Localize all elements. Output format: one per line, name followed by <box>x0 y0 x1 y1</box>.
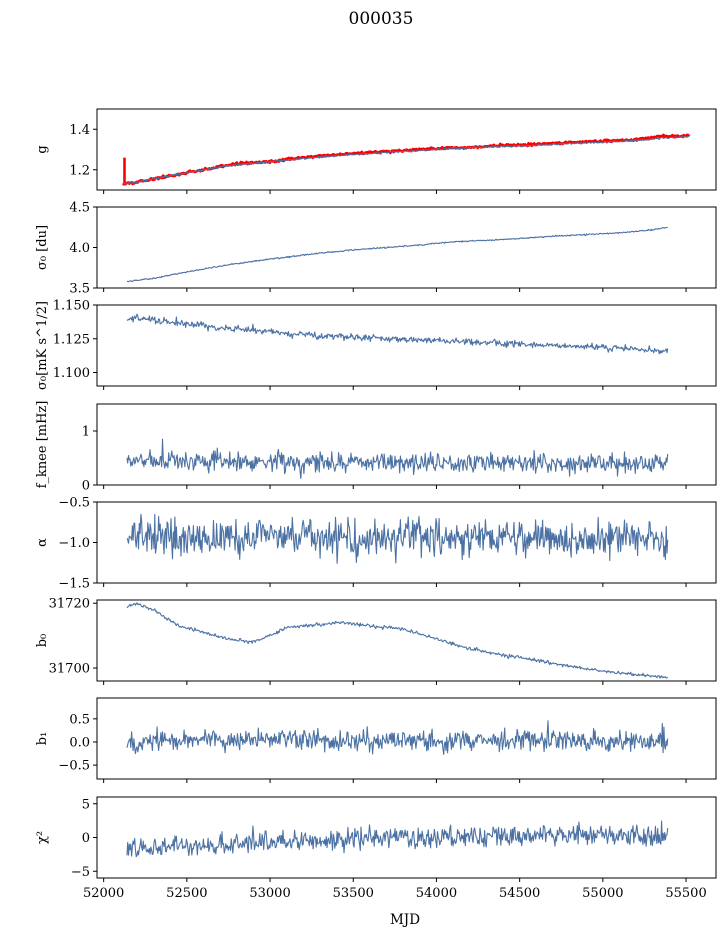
y-tick-label: 1 <box>82 425 90 440</box>
axes-frame-fknee <box>96 403 717 486</box>
y-tick-label: 1.125 <box>53 332 90 347</box>
y-tick-label: 0 <box>82 831 90 846</box>
axes-frame-sigma0_mks <box>96 304 717 387</box>
y-tick-label: 1.150 <box>53 299 90 314</box>
y-tick-label: 1.4 <box>69 123 90 138</box>
figure-title: 000035 <box>349 9 414 29</box>
x-tick-label: 55000 <box>582 886 623 901</box>
axes-frame-sigma0_du <box>96 206 717 289</box>
axes-frame-g <box>96 108 717 191</box>
y-tick-label: 1.2 <box>69 163 90 178</box>
y-tick-label: 3.5 <box>69 282 90 297</box>
y-axis-label-chi2: χ² <box>35 831 50 844</box>
y-tick-label: −5 <box>71 865 90 880</box>
series-line-alpha-data <box>126 513 669 564</box>
y-tick-label: 4.5 <box>69 201 90 216</box>
y-tick-label: 0 <box>82 479 90 494</box>
y-tick-label: −1.0 <box>58 536 90 551</box>
panel-fknee: 0 1 f_knee [mHz] <box>35 401 717 494</box>
x-tick-label: 54500 <box>499 886 540 901</box>
x-tick-label: 53500 <box>333 886 374 901</box>
y-axis-label-sigma0_du: σ₀ [du] <box>35 225 50 270</box>
panel-sigma0_du: 3.5 4.0 4.5 σ₀ [du] <box>35 201 717 297</box>
y-axis-label-g: g <box>35 145 50 153</box>
y-axis-label-b1: b₁ <box>35 732 50 746</box>
y-axis-label-sigma0_mks: σ₀[mK s^1/2] <box>35 301 50 390</box>
y-tick-label: −0.5 <box>58 496 90 511</box>
panel-chi2: −5 0 5 52000 52500 53000 53500 54000 54500 55000 5… <box>35 796 717 901</box>
y-tick-label: 5 <box>82 797 90 812</box>
x-tick-label: 52000 <box>83 886 124 901</box>
y-tick-label: 0.5 <box>69 712 90 727</box>
series-line-b0-data <box>126 602 669 679</box>
y-axis-label-fknee: f_knee [mHz] <box>35 401 50 489</box>
y-axis-label-b0: b₀ <box>35 634 50 648</box>
y-tick-label: −1.5 <box>58 577 90 592</box>
y-tick-label: 4.0 <box>69 241 90 256</box>
x-tick-label: 52500 <box>166 886 207 901</box>
series-line-sigma0_mks-data <box>126 313 669 355</box>
x-tick-label: 54000 <box>416 886 457 901</box>
series-line-g-data <box>123 135 690 185</box>
series-line-chi2-data <box>126 820 669 858</box>
panel-b0: 31700 31720 b₀ <box>35 597 717 685</box>
y-tick-label: 31700 <box>49 662 90 677</box>
series-line-fknee-data <box>126 438 669 480</box>
panel-b1: −0.5 0.0 0.5 b₁ <box>35 697 717 783</box>
series-line-sigma0_du-data <box>126 226 668 283</box>
series-line-g-fit <box>122 133 691 186</box>
y-tick-label: 1.100 <box>53 366 90 381</box>
axes-frame-b1 <box>96 697 717 780</box>
y-tick-label: −0.5 <box>58 759 90 774</box>
y-tick-label: 31720 <box>49 597 90 612</box>
x-tick-label: 55500 <box>665 886 706 901</box>
y-axis-label-alpha: α <box>35 538 50 547</box>
axes-frame-b0 <box>96 599 717 682</box>
x-tick-label: 53000 <box>249 886 290 901</box>
panel-alpha: −1.5 −1.0 −0.5 α <box>35 496 717 592</box>
series-line-b1-data <box>126 720 669 755</box>
panel-g: 1.2 1.4 g <box>35 108 717 194</box>
x-axis-label: MJD <box>390 912 420 928</box>
y-tick-label: 0.0 <box>69 735 90 750</box>
